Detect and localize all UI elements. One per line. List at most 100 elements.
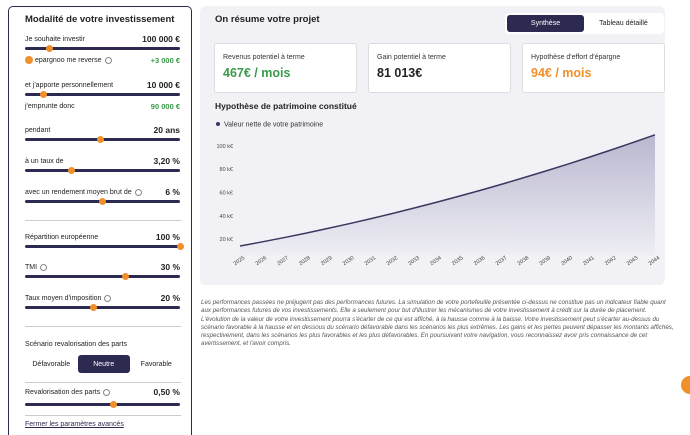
x-tick-label: 2027 (276, 255, 289, 267)
slider-thumb[interactable] (176, 243, 184, 250)
y-tick-label: 60 k€ (220, 191, 233, 197)
card-value: 81 013€ (377, 66, 423, 80)
x-tick-label: 2042 (604, 255, 617, 267)
field-value: +3 000 € (150, 56, 180, 65)
x-tick-label: 2036 (473, 255, 486, 267)
x-tick-label: 2030 (342, 255, 355, 267)
x-tick-label: 2040 (560, 255, 573, 267)
info-icon (105, 57, 112, 64)
slider-track[interactable] (25, 245, 180, 248)
separator (25, 220, 181, 221)
field-label: epargnoo me reverse (35, 57, 102, 64)
slider-thumb[interactable] (109, 401, 117, 408)
line (239, 134, 656, 247)
scenario-title: Scénario revalorisation des parts (25, 341, 127, 348)
slider-track[interactable] (25, 93, 180, 96)
field-value: 100 000 € (142, 34, 180, 44)
x-tick-label: 2026 (255, 255, 268, 267)
y-tick-label: 100 k€ (216, 144, 233, 150)
scenario-option[interactable]: Défavorable (25, 355, 78, 373)
info-icon (135, 189, 142, 196)
slider-thumb[interactable] (89, 304, 97, 311)
tab[interactable]: Synthèse (507, 15, 584, 32)
field-label: Je souhaite investir (25, 36, 85, 43)
summary-title: On résume votre projet (215, 14, 320, 25)
summary-card (368, 43, 511, 93)
slider-track[interactable] (25, 169, 180, 172)
chart-title: Hypothèse de patrimoine constitué (215, 101, 357, 111)
x-tick-label: 2028 (298, 255, 311, 267)
summary-card (522, 43, 665, 93)
separator (25, 382, 181, 383)
sidebar-title: Modalité de votre investissement (25, 14, 175, 25)
x-tick-label: 2037 (495, 255, 508, 267)
field-value: 10 000 € (146, 80, 180, 90)
area (240, 134, 655, 255)
slider-track[interactable] (25, 275, 180, 278)
slider-thumb[interactable] (68, 167, 75, 174)
x-tick-label: 2032 (386, 255, 399, 267)
x-tick-label: 2025 (233, 255, 246, 267)
card-label: Revenus potentiel à terme (223, 54, 305, 61)
scroll-button[interactable] (681, 376, 690, 394)
x-tick-label: 2033 (407, 255, 420, 267)
legend-marker (216, 122, 220, 126)
scenario-option[interactable]: Neutre (77, 355, 130, 373)
x-tick-label: 2041 (582, 255, 595, 267)
slider-thumb[interactable] (40, 91, 48, 98)
summary-card (214, 43, 357, 93)
slider-track[interactable] (25, 403, 180, 406)
legend-label: Valeur nette de votre patrimoine (224, 122, 323, 129)
x-tick-label: 2029 (320, 255, 333, 267)
field-value: 6 % (165, 187, 180, 197)
card-label: Hypothèse d'effort d'épargne (531, 54, 621, 61)
card-value: 467€ / mois (223, 66, 291, 80)
x-tick-label: 2034 (429, 255, 442, 267)
x-tick-label: 2035 (451, 255, 464, 267)
field-value: 30 % (160, 262, 180, 272)
slider-thumb[interactable] (122, 273, 130, 280)
disclaimer: Les performances passées ne préjugent pa… (201, 299, 674, 348)
slider-track[interactable] (25, 306, 180, 309)
card-value: 94€ / mois (531, 66, 592, 80)
x-tick-label: 2044 (648, 255, 661, 267)
field-value: 20 ans (153, 125, 180, 135)
scenario-option[interactable]: Favorable (130, 355, 183, 373)
slider-thumb[interactable] (97, 136, 105, 143)
y-tick-label: 20 k€ (220, 237, 233, 243)
card-label: Gain potentiel à terme (377, 54, 446, 61)
field-label: TMI (25, 264, 38, 271)
brand-icon (25, 56, 33, 64)
field-label: Taux moyen d'imposition (25, 295, 102, 302)
field-value: 0,50 % (153, 387, 180, 397)
slider-thumb[interactable] (46, 45, 54, 52)
field-label: Revalorisation des parts (25, 389, 101, 396)
x-tick-label: 2039 (538, 255, 551, 267)
field-value: 20 % (160, 293, 180, 303)
toggle-link[interactable]: Fermer les paramètres avancés (25, 421, 124, 428)
x-tick-label: 2031 (364, 255, 377, 267)
info-icon (40, 264, 47, 271)
x-tick-label: 2043 (626, 255, 639, 267)
field-value: 100 % (155, 232, 180, 242)
slider-track[interactable] (25, 47, 180, 50)
x-tick-label: 2038 (517, 255, 530, 267)
field-label: à un taux de (25, 158, 64, 165)
y-tick-label: 40 k€ (220, 214, 233, 220)
field-label: j'emprunte donc (25, 103, 75, 110)
info-icon (104, 295, 111, 302)
tab[interactable]: Tableau détaillé (585, 15, 662, 32)
y-tick-label: 80 k€ (220, 167, 233, 173)
field-label: et j'apporte personnellement (25, 82, 114, 89)
field-value: 3,20 % (153, 156, 180, 166)
chart: Hypothèse de patrimoine constitué Valeur … (215, 101, 661, 267)
field-label: pendant (25, 127, 51, 134)
field-label: avec un rendement moyen brut de (25, 189, 132, 196)
info-icon (103, 389, 110, 396)
field-label: Répartition européenne (25, 234, 99, 241)
slider-thumb[interactable] (99, 198, 106, 205)
separator (25, 326, 181, 327)
separator (25, 415, 181, 416)
field-value: 90 000 € (150, 102, 180, 111)
